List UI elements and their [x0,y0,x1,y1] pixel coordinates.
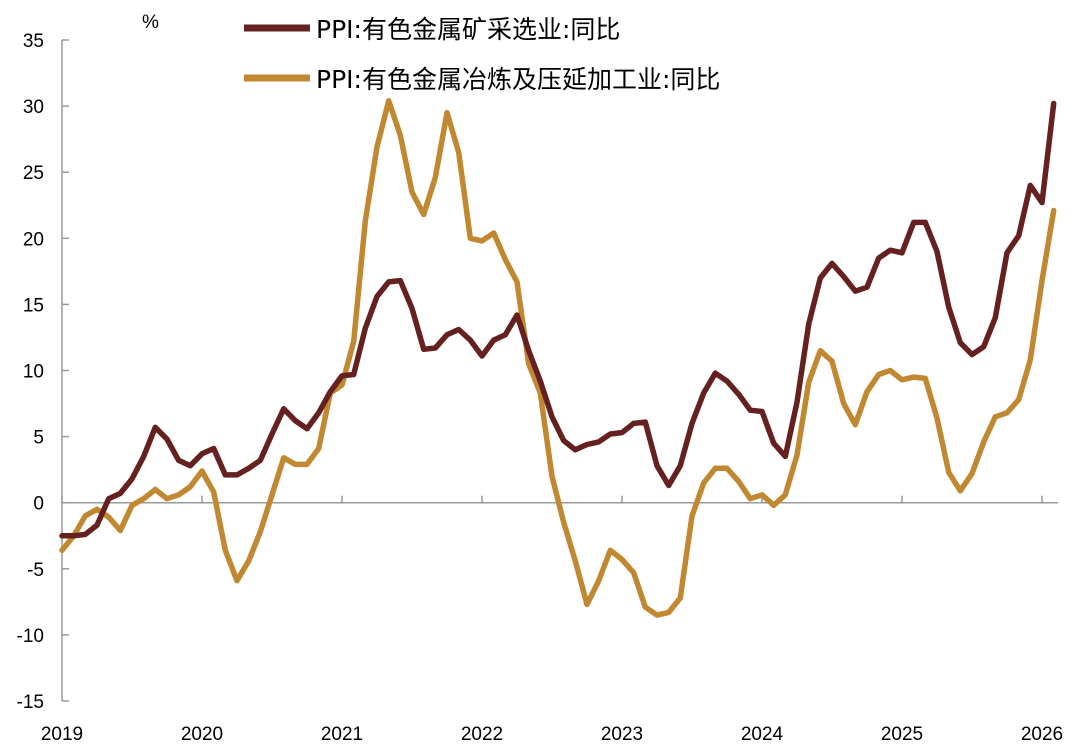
legend: PPI:有色金属矿采选业:同比 PPI:有色金属冶炼及压延加工业:同比 [244,15,720,94]
y-tick-label: -5 [27,560,44,581]
y-tick-label: 10 [23,362,44,383]
legend-label-series-1: PPI:有色金属冶炼及压延加工业:同比 [316,65,720,94]
series-line-0 [59,100,1057,539]
y-tick-label: 25 [23,163,44,184]
y-tick-label: 15 [23,295,44,316]
series-line-1 [59,98,1057,618]
x-tick-label: 2025 [881,724,923,745]
y-tick-label: -10 [17,626,44,647]
x-tick-label: 2024 [741,724,784,745]
x-tick-label: 2023 [601,724,643,745]
x-tick-label: 2022 [461,724,503,745]
legend-label-series-0: PPI:有色金属矿采选业:同比 [316,15,620,44]
y-tick-label: 20 [23,229,44,250]
y-tick-label: 35 [23,31,44,52]
y-tick-label: 0 [33,494,44,515]
x-tick-label: 2020 [181,724,223,745]
y-tick-label: -15 [17,692,44,713]
x-tick-label: 2021 [321,724,363,745]
y-axis-unit-label: % [142,12,159,33]
x-tick-label: 2019 [41,724,83,745]
series-lines [59,98,1057,618]
y-tick-label: 30 [23,97,44,118]
y-tick-label: 5 [33,428,44,449]
x-tick-label: 2026 [1021,724,1063,745]
